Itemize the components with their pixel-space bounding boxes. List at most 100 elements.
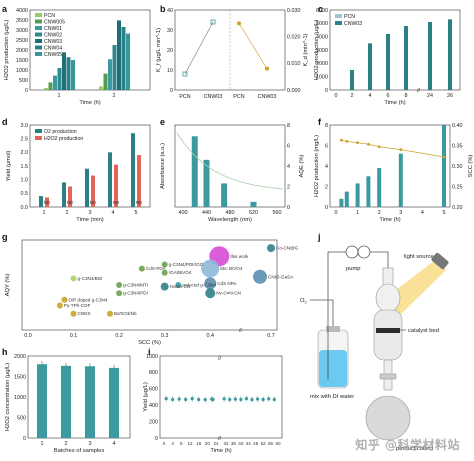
bar [117, 20, 121, 90]
x-tick-label: 0.7 [267, 333, 275, 339]
bar [404, 26, 408, 90]
y-tick-label: 800 [149, 370, 158, 376]
data-point [177, 397, 181, 401]
panel-label-d: d [2, 117, 8, 127]
point-label: reduced g-C3N4 [182, 283, 216, 288]
legend-label: CNW04 [44, 46, 62, 52]
y-tick-label: 3000 [316, 48, 328, 54]
bar [85, 168, 89, 207]
y-tick-label: 0 [325, 88, 328, 94]
y-tick-label: 8 [325, 123, 328, 129]
data-point [261, 397, 265, 402]
bar [53, 75, 57, 90]
x-tick-label: 520 [249, 210, 258, 216]
bar [71, 60, 75, 90]
reactor-body [373, 309, 403, 361]
y-tick-label: 1000 [146, 354, 158, 360]
data-point [250, 398, 254, 402]
y-tick-label: 3500 [16, 18, 28, 24]
bar [108, 152, 112, 207]
x-tick-label: 0 [163, 441, 166, 446]
point-label: this work [230, 254, 249, 259]
y-tick-label: 1500 [14, 374, 26, 380]
data-point [184, 397, 188, 402]
legend-label: CNW05 [44, 52, 62, 58]
reactor-top-tube [382, 267, 394, 287]
y-tick-label: 10 [167, 68, 173, 74]
y-tick-label: 30 [167, 28, 173, 34]
x-tick-label: 2 [113, 93, 116, 99]
bar [131, 133, 135, 207]
bar [62, 52, 66, 90]
y-axis-label: Yield (μg/L) [143, 382, 149, 412]
bar [45, 197, 49, 207]
bar [57, 68, 62, 90]
y-axis-label: K_f (μg/L min^-1) [156, 28, 162, 72]
panel-label-j: j [317, 232, 321, 242]
axis-break: // [218, 356, 221, 362]
x-tick-label: 1 [356, 210, 359, 216]
bar [62, 182, 66, 207]
y-tick-label: 0.40 [452, 123, 463, 129]
o2-label: O2 [300, 298, 308, 305]
tube-line [370, 251, 389, 268]
data-point [222, 397, 226, 401]
x-axis-label: Time (h) [210, 448, 231, 454]
x-tick-label: 16 [196, 441, 202, 446]
x-tick-label: 400 [179, 210, 188, 216]
data-point [61, 296, 68, 303]
bar [37, 364, 47, 438]
data-point [116, 282, 123, 288]
point-label: BaTiO3/Nb [114, 311, 137, 316]
legend-label: CNW005 [44, 20, 65, 26]
x-tick-label: 12 [187, 441, 193, 446]
bottle-cap [326, 326, 340, 332]
reactor-valve [379, 373, 397, 380]
bar [386, 34, 390, 90]
data-point [345, 140, 349, 143]
collection-flask [365, 395, 411, 441]
axis-break: // [417, 88, 420, 94]
y-tick-label: 0.30 [452, 164, 463, 170]
x-tick-label: CNW03 [204, 94, 223, 100]
panel-label-f: f [318, 117, 322, 127]
y-axis-label: Absorbance (a.u.) [160, 143, 166, 189]
data-point [161, 261, 168, 268]
bar [366, 176, 371, 207]
legend-swatch [335, 14, 342, 18]
x-tick-label: 0.1 [70, 333, 78, 339]
legend-label: CNW03 [44, 39, 62, 45]
y-axis-label: H2O2 production (μg/L) [314, 20, 320, 81]
plot-frame [21, 239, 278, 331]
data-point [107, 310, 113, 317]
nd-annotation: ND [44, 200, 51, 205]
y-tick-label: 4000 [16, 8, 28, 14]
y-tick-label: 0 [325, 205, 328, 211]
plot-frame [159, 355, 283, 439]
y-tick-label: 0.25 [452, 184, 463, 190]
x-tick-label: 4 [369, 93, 372, 99]
legend-swatch [35, 32, 42, 37]
bar [44, 88, 48, 90]
x-tick-label: 32 [223, 441, 229, 446]
legend-label: H2O2 production [44, 136, 83, 142]
product-collect-label: product collect [396, 446, 434, 452]
bar [121, 27, 126, 90]
bar [377, 168, 382, 207]
bar [108, 59, 112, 90]
catalyst-bed-label: catalyst bed [408, 328, 439, 334]
bar [339, 198, 344, 207]
legend-label: PCN [344, 14, 355, 20]
y-tick-label: 0.0 [21, 205, 29, 211]
y-tick-label: 3000 [16, 28, 28, 34]
panel-label-b: b [160, 4, 166, 14]
y-tick-label: 0 [155, 436, 158, 442]
point-label: O/P doped g-C3N4 [68, 297, 107, 302]
x-tick-label: 24 [427, 93, 433, 99]
legend-swatch [35, 13, 42, 17]
x-axis-label: Time (h) [79, 100, 100, 106]
data-point [399, 148, 403, 152]
y-tick-label: 1500 [16, 58, 28, 64]
nd-annotation: ND [67, 200, 74, 205]
